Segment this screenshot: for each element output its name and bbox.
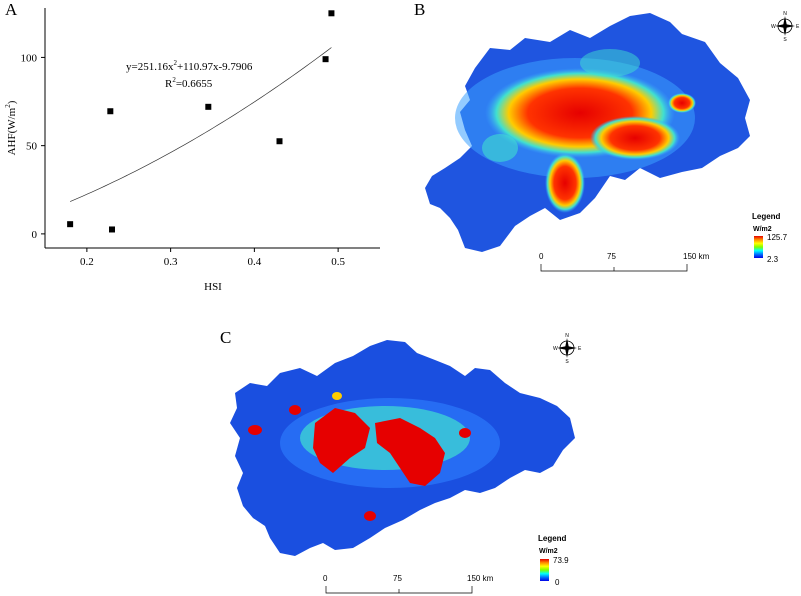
data-points [67,10,335,233]
x-axis-label: HSI [204,281,222,293]
hotspot-b-6 [482,134,518,162]
hotspot-c-2 [375,418,445,486]
legend-min-b: 2.3 [767,255,779,264]
x-tick-label: 0.2 [80,256,94,268]
r-squared: R2=0.6655 [165,76,213,90]
y-tick-label: 0 [32,229,38,241]
panel-label-a: A [5,0,18,19]
hotspot-b-4 [545,153,585,213]
x-tick-label: 0.4 [248,256,262,268]
hotspot-c-3 [248,425,262,435]
data-point [276,138,283,145]
compass-w: W [771,24,776,30]
y-tick-label: 50 [26,141,38,153]
compass-s: S [565,359,569,363]
y-tick-label: 100 [21,52,38,64]
data-point [107,108,114,115]
fit-curve [69,47,332,202]
fit-equation: y=251.16x2+110.97x-9.7906 [126,59,253,73]
compass-w: W [553,346,558,352]
scale-label-b-75: 75 [607,252,616,261]
x-ticks: 0.2 0.3 0.4 0.5 [80,248,346,268]
scalebar-b [540,264,688,272]
north-arrow-icon: N S W E [771,11,800,41]
plot-area [44,8,380,249]
legend-unit-c: W/m2 [539,548,558,555]
scale-label-b-150: 150 km [683,252,710,261]
data-point [322,56,329,63]
y-axis-label: AHF(W/m2) [4,100,18,155]
x-tick-label: 0.3 [164,256,178,268]
hotspot-b-7 [580,49,640,77]
data-point [67,221,74,228]
compass-n: N [783,11,787,17]
data-point [109,226,115,233]
panel-label-b: B [414,0,426,19]
hotspot-b-5 [668,93,696,113]
scale-label-b-0: 0 [539,252,544,261]
legend-max-b: 125.7 [767,233,788,242]
hotspot-c-7 [332,392,342,400]
hotspot-c-6 [364,511,376,521]
legend-title-b: Legend [752,212,781,221]
panel-label-c: C [220,328,232,347]
legend-colorbar-b [754,236,763,258]
legend-colorbar-c [540,559,549,581]
legend-unit-b: W/m2 [753,226,772,233]
scale-label-c-75: 75 [393,574,402,583]
scalebar-c [325,586,473,594]
scatter-chart: 0.2 0.3 0.4 0.5 0 50 100 HSI AHF(W/m2) y=251.… [4,8,380,293]
compass-e: E [796,24,800,30]
compass-e: E [578,346,582,352]
data-point [328,10,335,17]
hotspot-b-3 [590,116,680,160]
hotspot-c-1 [313,408,370,473]
y-ticks: 0 50 100 [21,52,45,241]
scale-label-c-150: 150 km [467,574,494,583]
map-c [230,340,575,556]
legend-max-c: 73.9 [553,556,569,565]
x-tick-label: 0.5 [331,256,345,268]
legend-min-c: 0 [555,578,560,587]
hotspot-c-5 [459,428,471,438]
map-b [425,13,750,252]
compass-n: N [565,333,569,339]
compass-s: S [783,37,787,41]
scale-label-c-0: 0 [323,574,328,583]
north-arrow-icon: N S W E [553,333,582,363]
legend-title-c: Legend [538,534,567,543]
data-point [205,103,212,110]
hotspot-c-4 [289,405,301,415]
